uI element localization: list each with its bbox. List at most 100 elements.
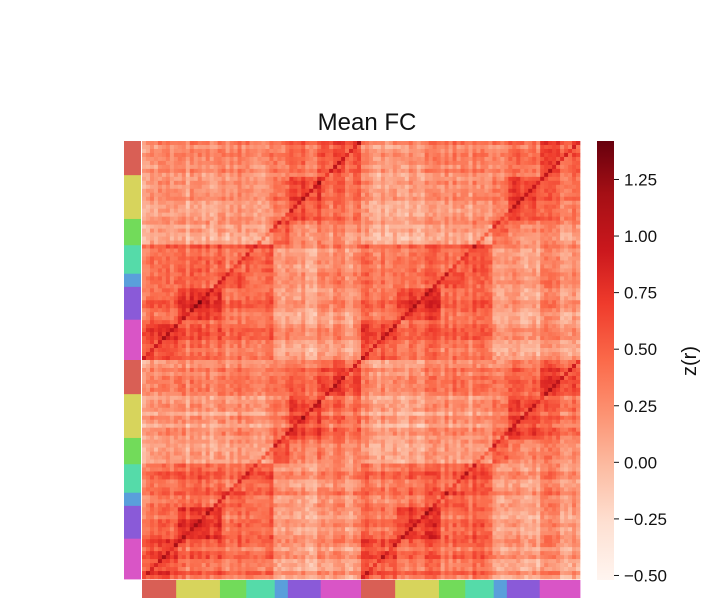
heatmap-cell — [165, 148, 171, 154]
heatmap-cell — [145, 272, 151, 277]
heatmap-cell — [205, 320, 211, 325]
heatmap-cell — [468, 160, 473, 166]
heatmap-cell — [169, 252, 175, 257]
heatmap-cell — [309, 236, 314, 241]
heatmap-cell — [142, 244, 147, 249]
heatmap-cell — [408, 248, 414, 253]
heatmap-cell — [337, 268, 342, 273]
heatmap-cell — [436, 256, 441, 261]
heatmap-cell — [460, 188, 465, 194]
heatmap-cell — [285, 248, 290, 253]
heatmap-cell — [153, 212, 159, 217]
heatmap-cell — [273, 300, 278, 305]
heatmap-cell — [197, 216, 203, 221]
heatmap-cell — [432, 196, 437, 202]
heatmap-cell — [400, 304, 406, 309]
heatmap-cell — [269, 160, 274, 166]
heatmap-cell — [305, 152, 310, 158]
heatmap-cell — [209, 264, 215, 269]
heatmap-cell — [444, 300, 449, 305]
heatmap-cell — [313, 236, 318, 241]
heatmap-cell — [221, 280, 226, 285]
heatmap-cell — [396, 276, 402, 281]
heatmap-cell — [524, 224, 529, 229]
heatmap-cell — [285, 168, 290, 174]
heatmap-cell — [269, 260, 274, 265]
heatmap-cell — [265, 216, 270, 221]
heatmap-cell — [460, 252, 465, 257]
heatmap-cell — [149, 200, 155, 206]
heatmap-cell — [301, 220, 306, 225]
heatmap-cell — [217, 188, 222, 194]
heatmap-cell — [480, 176, 485, 182]
heatmap-cell — [325, 148, 330, 154]
heatmap-cell — [285, 152, 290, 158]
heatmap-cell — [213, 184, 218, 190]
heatmap-cell — [273, 264, 278, 269]
heatmap-cell — [313, 252, 318, 257]
heatmap-cell — [165, 220, 171, 225]
heatmap-cell — [257, 272, 262, 277]
heatmap-cell — [576, 244, 581, 249]
heatmap-cell — [576, 256, 581, 261]
heatmap-cell — [568, 292, 573, 297]
heatmap-cell — [249, 192, 254, 198]
heatmap-cell — [229, 240, 234, 245]
heatmap-cell — [564, 252, 569, 257]
heatmap-cell — [396, 228, 402, 233]
heatmap-cell — [245, 312, 250, 317]
heatmap-cell — [384, 200, 390, 206]
heatmap-cell — [249, 292, 254, 297]
heatmap-cell — [241, 220, 246, 225]
heatmap-cell — [404, 308, 410, 313]
heatmap-matrix — [142, 141, 581, 580]
heatmap-cell — [329, 156, 334, 162]
heatmap-cell — [532, 204, 537, 210]
heatmap-cell — [269, 216, 274, 221]
heatmap-cell — [329, 184, 334, 190]
heatmap-cell — [193, 176, 199, 182]
heatmap-cell — [193, 236, 199, 241]
heatmap-cell — [261, 216, 266, 221]
heatmap-cell — [556, 288, 561, 293]
heatmap-cell — [380, 180, 386, 186]
heatmap-cell — [448, 268, 453, 273]
heatmap-cell — [293, 172, 298, 178]
heatmap-cell — [544, 144, 549, 150]
heatmap-cell — [388, 152, 394, 158]
heatmap-cell — [149, 264, 155, 269]
heatmap-cell — [169, 212, 175, 217]
heatmap-cell — [309, 168, 314, 174]
heatmap-cell — [520, 316, 525, 321]
heatmap-cell — [142, 192, 147, 198]
heatmap-cell — [333, 192, 338, 198]
heatmap-cell — [213, 188, 218, 194]
heatmap-cell — [408, 228, 414, 233]
heatmap-cell — [249, 244, 254, 249]
heatmap-cell — [500, 156, 505, 162]
heatmap-cell — [309, 156, 314, 162]
heatmap-cell — [317, 316, 322, 321]
heatmap-cell — [428, 184, 434, 190]
heatmap-cell — [357, 156, 362, 162]
heatmap-cell — [142, 252, 147, 257]
heatmap-cell — [520, 308, 525, 313]
heatmap-cell — [552, 224, 557, 229]
heatmap-cell — [364, 192, 370, 198]
heatmap-cell — [456, 268, 461, 273]
heatmap-cell — [245, 256, 250, 261]
heatmap-cell — [149, 141, 155, 146]
heatmap-cell — [269, 176, 274, 182]
heatmap-cell — [524, 240, 529, 245]
heatmap-cell — [392, 280, 398, 285]
heatmap-cell — [273, 244, 278, 249]
heatmap-cell — [353, 296, 358, 301]
heatmap-cell — [173, 152, 179, 158]
heatmap-cell — [556, 260, 561, 265]
heatmap-cell — [540, 240, 545, 245]
heatmap-cell — [408, 252, 414, 257]
heatmap-cell — [161, 236, 167, 241]
heatmap-cell — [305, 240, 310, 245]
heatmap-cell — [452, 304, 457, 309]
heatmap-cell — [552, 212, 557, 217]
